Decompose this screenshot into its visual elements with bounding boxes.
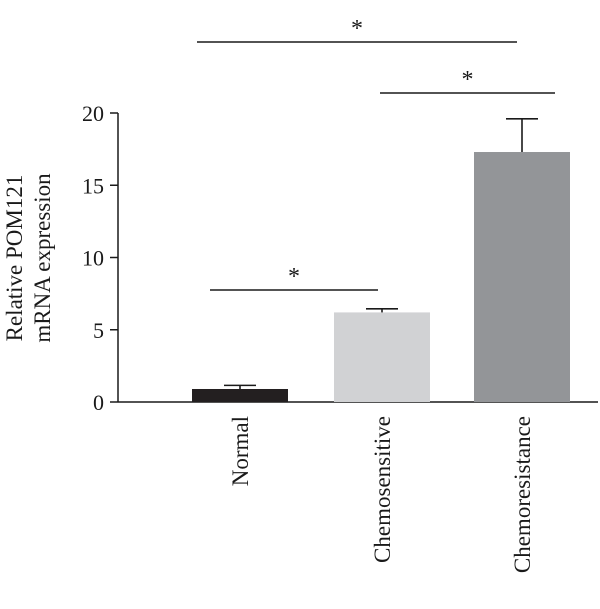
x-tick-labels: Normal Chemosensitive Chemoresistance	[228, 416, 535, 573]
bar-chemoresistance	[474, 152, 570, 402]
significance-marker: *	[351, 16, 363, 42]
x-tick-label: Normal	[228, 416, 253, 486]
y-tick-label: 10	[82, 246, 104, 271]
y-tick-label: 15	[82, 173, 104, 198]
bar-chemosensitive	[334, 312, 430, 402]
significance-marker: *	[462, 67, 474, 93]
y-tick-label: 5	[93, 318, 104, 343]
significance-marker: *	[288, 264, 300, 290]
y-axis-label-line-2: mRNA expression	[30, 173, 55, 343]
x-tick-label: Chemosensitive	[370, 416, 395, 563]
bars	[192, 117, 570, 402]
y-axis-label: Relative POM121 mRNA expression	[2, 173, 55, 343]
y-tick-label: 0	[93, 390, 104, 415]
y-tick-label: 20	[82, 101, 104, 126]
significance-brackets: * * *	[197, 16, 555, 291]
x-tick-label: Chemoresistance	[510, 416, 535, 573]
y-axis-label-line-1: Relative POM121	[2, 175, 27, 342]
bar-normal	[192, 388, 288, 402]
